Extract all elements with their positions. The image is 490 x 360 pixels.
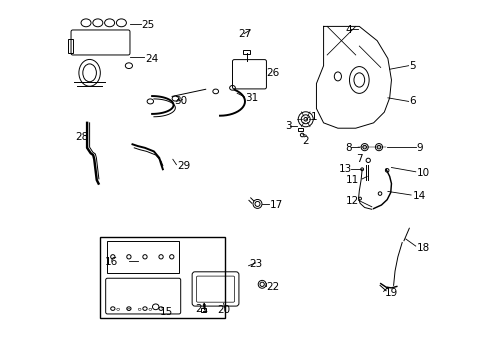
Bar [100,237,225,318]
Bar [243,50,250,54]
Text: 29: 29 [177,161,191,171]
Text: 1: 1 [311,112,318,122]
Text: 11: 11 [346,175,359,185]
Text: 16: 16 [105,257,118,267]
Text: 13: 13 [339,164,352,174]
Bar [107,241,179,273]
Text: 20: 20 [217,305,230,315]
Text: 31: 31 [245,93,258,103]
Text: 9: 9 [416,143,423,153]
Text: 14: 14 [413,191,426,201]
Text: 19: 19 [384,288,397,297]
Text: 22: 22 [267,282,280,292]
Text: 27: 27 [238,28,252,39]
Text: 25: 25 [142,19,155,30]
Text: 5: 5 [409,61,416,71]
Text: 21: 21 [196,303,209,314]
Text: 3: 3 [285,121,292,131]
Text: 10: 10 [416,168,430,178]
Text: 18: 18 [416,243,430,253]
Text: 28: 28 [75,132,89,142]
Text: 12: 12 [346,197,359,206]
Bar [298,128,303,131]
Text: 2: 2 [302,136,309,146]
Text: 17: 17 [270,200,283,210]
Bar [68,39,73,53]
Text: 26: 26 [267,68,280,78]
Text: 23: 23 [249,259,262,269]
Text: 6: 6 [409,96,416,107]
Text: 15: 15 [160,307,173,317]
Text: 30: 30 [174,96,187,107]
Text: 8: 8 [345,143,352,153]
Bar [201,308,206,312]
Text: 4: 4 [345,25,352,35]
Text: 24: 24 [145,54,158,64]
Text: 7: 7 [356,154,363,163]
